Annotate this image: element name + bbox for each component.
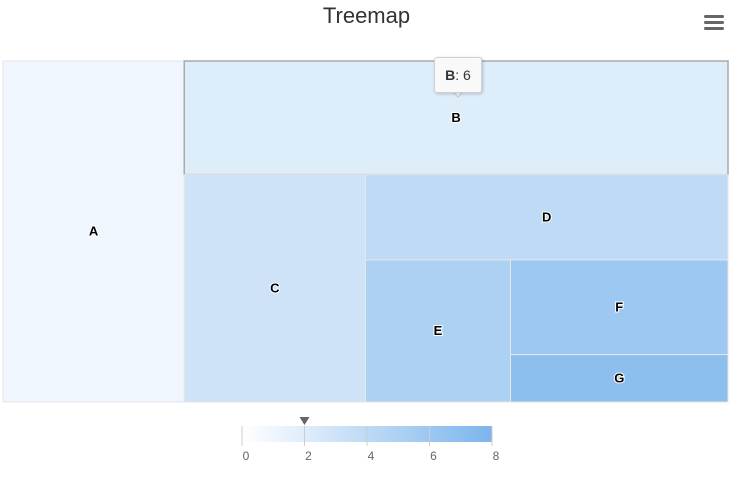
treemap-tile-g[interactable]: [510, 354, 729, 403]
treemap-tile-a[interactable]: [2, 60, 185, 403]
treemap-tile-d[interactable]: [365, 174, 729, 261]
treemap-tile-label-f: F: [615, 299, 623, 314]
treemap-tile-label-e: E: [434, 323, 443, 338]
treemap-tile-label-g: G: [614, 370, 624, 385]
color-axis-tick-label: 0: [243, 449, 250, 463]
treemap-tile-f[interactable]: [510, 259, 729, 356]
tooltip: B: 6: [434, 57, 482, 99]
color-axis-marker: [299, 417, 310, 425]
tooltip-value: 6: [463, 67, 471, 83]
treemap-tile-label-d: D: [542, 209, 551, 224]
context-menu-button[interactable]: [702, 12, 726, 32]
color-axis-tick-label: 2: [305, 449, 312, 463]
treemap-tile-e[interactable]: [365, 259, 511, 403]
color-axis-tick-label: 8: [493, 449, 500, 463]
chart-title: Treemap: [322, 3, 411, 28]
treemap-tile-label-b: B: [451, 110, 460, 125]
tooltip-point-name: B: [445, 67, 456, 83]
treemap-tile-label-c: C: [270, 280, 280, 295]
color-axis-tick-label: 4: [368, 449, 375, 463]
color-axis-tick-label: 6: [430, 449, 437, 463]
treemap-tile-c[interactable]: [183, 174, 366, 403]
treemap-tile-label-a: A: [89, 224, 99, 239]
